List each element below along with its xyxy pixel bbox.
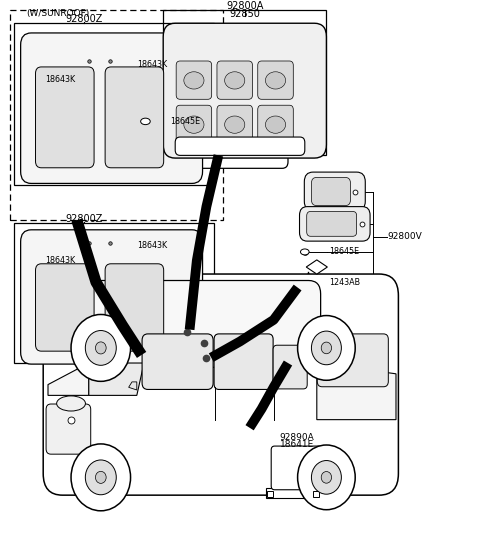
Ellipse shape [184,116,204,133]
Bar [14,23,214,185]
FancyBboxPatch shape [21,33,203,183]
Text: 18645E: 18645E [329,247,359,256]
FancyBboxPatch shape [46,404,91,454]
Text: 1243AB: 1243AB [329,278,360,287]
Circle shape [96,471,106,483]
Ellipse shape [265,72,286,89]
Circle shape [85,331,116,365]
FancyBboxPatch shape [176,105,212,143]
FancyBboxPatch shape [36,67,94,168]
Text: 18643K: 18643K [137,60,167,69]
FancyBboxPatch shape [307,212,357,236]
Circle shape [312,460,341,494]
FancyBboxPatch shape [176,61,212,100]
FancyBboxPatch shape [273,345,307,389]
FancyBboxPatch shape [217,61,252,100]
Circle shape [298,445,355,510]
FancyBboxPatch shape [175,137,305,155]
Circle shape [312,331,341,365]
FancyBboxPatch shape [163,23,326,158]
FancyBboxPatch shape [300,207,370,241]
Text: 92800Z: 92800Z [65,214,103,224]
Bar [14,223,214,363]
Circle shape [321,472,332,483]
Bar [275,453,293,485]
FancyBboxPatch shape [105,264,164,351]
Polygon shape [89,363,144,395]
FancyBboxPatch shape [258,61,293,100]
Polygon shape [48,363,89,395]
Text: 18643K: 18643K [46,75,76,84]
FancyBboxPatch shape [85,280,321,367]
Text: 92800Z: 92800Z [65,14,103,24]
Ellipse shape [57,396,85,411]
FancyBboxPatch shape [105,67,164,168]
FancyBboxPatch shape [217,105,252,143]
Ellipse shape [225,72,245,89]
Ellipse shape [141,118,150,124]
Circle shape [85,460,116,495]
Ellipse shape [300,249,309,255]
Text: (W/SUNROOF): (W/SUNROOF) [26,9,90,18]
FancyBboxPatch shape [214,334,273,390]
Circle shape [96,342,106,354]
FancyBboxPatch shape [258,105,293,143]
FancyBboxPatch shape [175,152,288,168]
FancyBboxPatch shape [304,172,365,211]
Text: 18643K: 18643K [46,256,76,265]
Text: 18641E: 18641E [279,440,314,450]
Polygon shape [129,382,137,390]
Polygon shape [317,363,396,420]
Ellipse shape [225,116,245,133]
Circle shape [71,314,131,381]
Text: 92800V: 92800V [388,232,422,241]
FancyBboxPatch shape [43,274,398,495]
Ellipse shape [184,72,204,89]
Text: 92800A: 92800A [226,1,264,11]
Circle shape [71,444,131,511]
Text: 18643K: 18643K [137,241,167,250]
Text: 18645E: 18645E [170,117,201,126]
FancyBboxPatch shape [271,446,322,490]
Polygon shape [306,260,327,274]
Text: 92850: 92850 [229,9,260,18]
Circle shape [298,315,355,380]
FancyBboxPatch shape [36,264,94,351]
Bar [266,488,329,498]
Ellipse shape [265,116,286,133]
FancyBboxPatch shape [312,177,350,206]
Bar [163,10,326,155]
Circle shape [321,342,332,354]
Text: 92890A: 92890A [279,433,314,442]
FancyBboxPatch shape [317,334,388,387]
Bar [297,453,317,485]
Bar [10,10,223,220]
FancyBboxPatch shape [142,334,213,390]
FancyBboxPatch shape [21,230,203,364]
